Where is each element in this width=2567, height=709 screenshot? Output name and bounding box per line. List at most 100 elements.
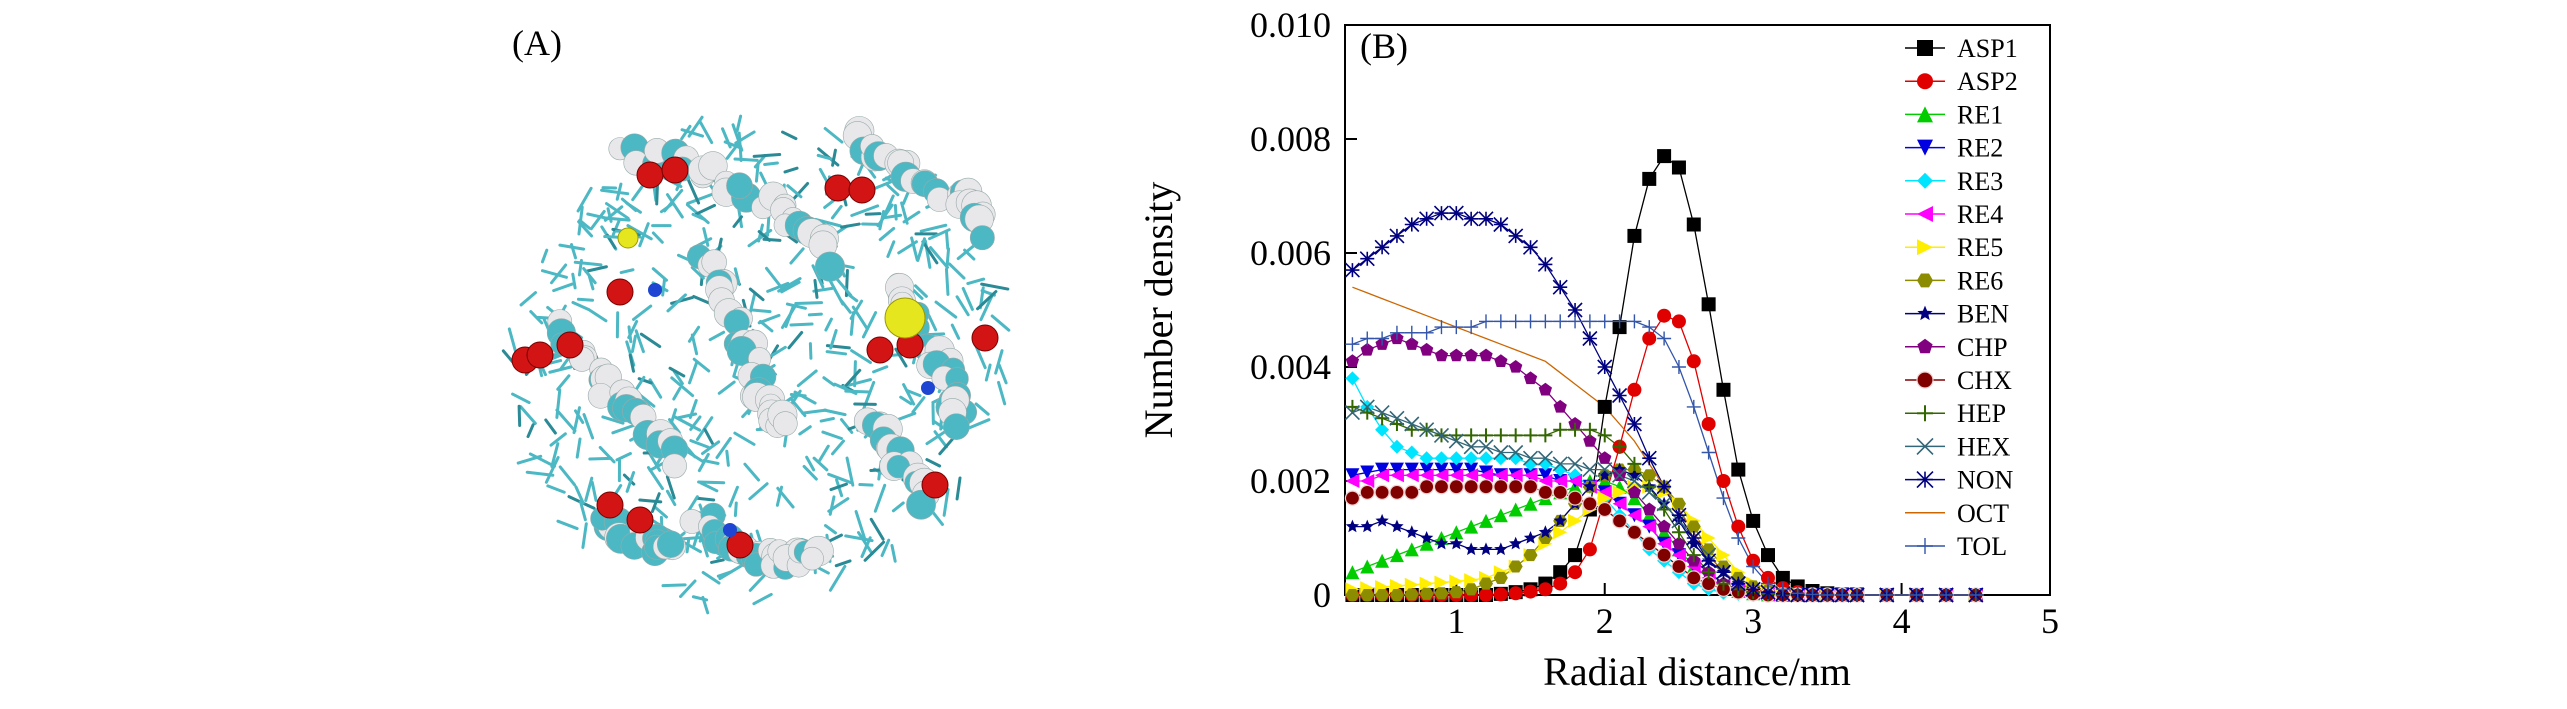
data-point-re3 (1508, 451, 1523, 466)
molecule-bond (858, 483, 874, 487)
data-point-asp2 (1657, 308, 1672, 323)
molecule-bond (824, 317, 833, 332)
data-point-hep (1508, 428, 1523, 443)
data-point-asp1 (1657, 149, 1672, 164)
molecule-bond (844, 534, 874, 543)
data-point-tol (1909, 588, 1924, 602)
molecule-bond (710, 558, 725, 564)
data-point-non (1567, 302, 1583, 318)
data-point-tol (1879, 588, 1894, 602)
data-point-tol (1731, 531, 1746, 545)
molecule-atom (943, 413, 970, 440)
molecule-bond (507, 327, 518, 357)
molecule-bond (748, 572, 768, 592)
molecule-bond (572, 406, 582, 435)
data-point-chx (1641, 536, 1657, 552)
data-point-re5 (1701, 531, 1716, 545)
data-point-re6 (1375, 588, 1390, 602)
molecule-atom (656, 530, 685, 558)
molecule-bond (584, 265, 608, 273)
data-point-re4 (1523, 468, 1538, 483)
data-point-tol (1686, 399, 1701, 414)
molecule-bond (787, 330, 804, 350)
data-point-re6 (1523, 549, 1538, 562)
data-point-asp1 (1731, 462, 1746, 477)
legend: ASP1 ASP2 RE1 RE2 RE3 RE4 RE5 RE6 BEN CHP CHX HEP HE… (1905, 34, 2018, 561)
legend-label-hep: HEP (1957, 399, 2006, 428)
molecule-bond (665, 193, 684, 219)
molecule-bond (601, 415, 625, 425)
molecule-bond (873, 483, 887, 513)
molecule-atom (848, 176, 876, 204)
data-point-non (1641, 450, 1657, 466)
molecule-bond (816, 153, 835, 162)
molecule-atom (661, 156, 689, 184)
legend-label-re6: RE6 (1957, 266, 2003, 295)
molecule-bond (916, 237, 926, 262)
legend-label-re5: RE5 (1957, 233, 2003, 262)
data-point-re6 (1479, 577, 1493, 590)
molecule-bond (690, 266, 705, 280)
data-point-tol (1850, 588, 1865, 602)
data-point-hep (1612, 439, 1627, 454)
plot-frame (1344, 24, 2051, 596)
molecule-bond (811, 264, 825, 289)
data-point-re2 (1389, 462, 1404, 477)
data-point-asp2 (1479, 588, 1493, 602)
data-point-tol (1568, 314, 1583, 329)
data-point-re1 (1523, 496, 1538, 511)
molecule-bond (725, 142, 740, 160)
data-point-asp1 (1761, 548, 1775, 563)
molecule-bond (813, 278, 819, 299)
molecule-bond (748, 292, 757, 314)
data-point-re5 (1553, 525, 1568, 540)
molecule-bond (872, 365, 889, 374)
molecule-bond (619, 268, 635, 275)
data-point-tol (1523, 314, 1538, 329)
molecule-bond (650, 492, 661, 513)
y-tick-label: 0.002 (1250, 461, 1331, 501)
data-point-ben (1360, 519, 1374, 533)
molecule-bond (544, 456, 560, 484)
data-point-hex (1359, 399, 1375, 415)
data-point-non (1493, 216, 1509, 233)
data-point-chx (1626, 524, 1643, 540)
data-point-chx (1597, 501, 1613, 518)
legend-marker-re5 (1917, 239, 1933, 256)
molecule-bond (840, 222, 861, 229)
molecule-bond (902, 210, 921, 224)
data-point-ben (1598, 468, 1612, 481)
molecule-bond (728, 485, 739, 508)
series-markers (1344, 149, 1984, 603)
data-point-hex (1433, 427, 1450, 443)
data-point-chx (1478, 479, 1494, 495)
data-point-tol (1582, 314, 1597, 329)
molecule-bond (850, 349, 872, 365)
molecule-bond (945, 247, 951, 270)
data-point-re1 (1508, 502, 1523, 517)
data-point-re4 (1642, 519, 1657, 534)
data-point-chp (1449, 348, 1463, 362)
data-point-hex (1344, 405, 1360, 421)
molecule-bond (558, 465, 576, 487)
data-point-re3 (1449, 451, 1464, 466)
molecule-bond (796, 369, 818, 388)
data-point-hex (1493, 444, 1509, 461)
data-point-asp2 (1553, 576, 1568, 591)
molecule-bond (570, 243, 578, 260)
molecule-bond (708, 330, 726, 342)
data-point-hep (1553, 422, 1568, 437)
molecule-bond (812, 456, 829, 472)
legend-label-re3: RE3 (1957, 167, 2003, 196)
molecule-bond (529, 310, 544, 325)
molecule-atom (726, 172, 753, 199)
molecule-bond (834, 559, 852, 568)
data-point-tol (1345, 337, 1360, 352)
y-tick-label: 0 (1313, 575, 1331, 615)
data-point-non (1419, 211, 1435, 227)
molecule-bond (851, 305, 869, 331)
data-point-non (1671, 507, 1687, 523)
data-point-asp2 (1731, 519, 1746, 534)
molecule-bond (807, 312, 823, 317)
data-point-chx (1433, 479, 1450, 495)
